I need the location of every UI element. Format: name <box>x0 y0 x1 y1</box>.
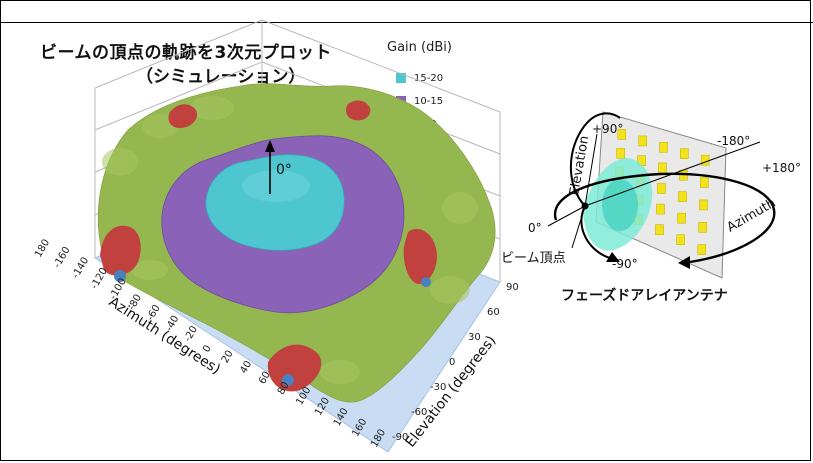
y-tick-label: -60 <box>411 407 427 418</box>
axis-line-zero <box>547 205 586 227</box>
antenna-angle-left: 0° <box>528 221 542 235</box>
antenna-element <box>617 129 627 140</box>
antenna-angle-top: +90° <box>592 122 623 136</box>
surface-gain-neg5-0-a <box>114 270 126 282</box>
surface-gain-0-5-c <box>267 344 322 392</box>
antenna-vertex-label: ビーム頂点 <box>501 251 566 266</box>
surface-gain-0-5-b <box>403 228 437 284</box>
antenna-element <box>699 199 708 211</box>
antenna-element <box>655 224 664 235</box>
y-tick-label: 90 <box>506 282 519 293</box>
y-tick-label: 0 <box>449 357 455 368</box>
chart-subtitle: （シミュレーション） <box>136 67 306 87</box>
legend-item: 15-20 <box>396 71 443 85</box>
x-tick-label: 20 <box>220 349 236 366</box>
beam-lobe-core <box>602 179 638 231</box>
antenna-element <box>638 135 648 147</box>
y-tick-label: 60 <box>487 307 500 318</box>
surface-gain-0-5-a <box>100 225 141 276</box>
antenna-element <box>659 142 668 153</box>
y-tick-label: 30 <box>468 332 481 343</box>
antenna-caption: フェーズドアレイアンテナ <box>561 287 728 304</box>
legend-swatch <box>396 73 406 83</box>
x-tick-label: 180 <box>33 237 52 259</box>
antenna-element <box>700 154 710 166</box>
chart-title: ビームの頂点の軌跡を3次元プロット <box>40 43 332 63</box>
legend-title: Gain (dBi) <box>387 40 452 55</box>
surface-peak-highlight <box>242 170 310 202</box>
vertex-pointer <box>571 205 586 249</box>
peak-arrow-head <box>265 140 275 152</box>
antenna-element <box>679 148 689 159</box>
antenna-element <box>677 212 686 224</box>
antenna-angle-right: +180° <box>762 161 801 175</box>
surface-gain-neg5-0-c <box>421 277 431 287</box>
legend-label: 10-15 <box>414 95 444 107</box>
top-strip <box>0 0 813 23</box>
surface-gain-0-5-d <box>168 104 198 128</box>
y-tick-labels: -90 -60 -30 0 30 60 90 <box>392 282 519 443</box>
x-tick-label: 0 <box>201 343 214 354</box>
antenna-element <box>656 203 665 215</box>
axis-line-horizontal <box>584 141 761 207</box>
axis-line-vertical <box>584 133 598 207</box>
y-tick-label: -90 <box>392 432 408 443</box>
antenna-angle-bottom: -90° <box>612 257 638 271</box>
azimuth-ring <box>553 172 776 264</box>
antenna-angle-right-top: -180° <box>717 134 750 148</box>
antenna-element <box>676 234 686 245</box>
legend-label: 15-20 <box>414 72 444 84</box>
x-tick-label: -120 <box>89 266 110 291</box>
antenna-diagram: +90° -90° 0° -180° +180° Elevation Azimu… <box>501 111 801 304</box>
elevation-arrow <box>606 252 620 262</box>
antenna-element <box>698 222 708 233</box>
elevation-ring <box>569 112 621 207</box>
surface-gain-0-5-e <box>346 100 371 121</box>
antenna-element <box>697 244 707 255</box>
peak-label: 0° <box>276 162 292 178</box>
surface-gain-neg5-0-b <box>282 374 294 386</box>
antenna-element <box>699 177 709 188</box>
antenna-element <box>616 148 626 159</box>
x-tick-label: -160 <box>52 245 73 270</box>
azimuth-arrow <box>678 256 690 269</box>
surface-gain-15-20 <box>205 154 345 251</box>
x-tick-label: -140 <box>70 255 91 280</box>
antenna-element <box>658 162 667 174</box>
antenna-element <box>657 183 666 194</box>
surface-texture <box>102 96 478 384</box>
antenna-element <box>678 191 687 202</box>
antenna-azimuth-label: Azimuth <box>725 196 779 236</box>
y-tick-label: -30 <box>430 382 446 393</box>
